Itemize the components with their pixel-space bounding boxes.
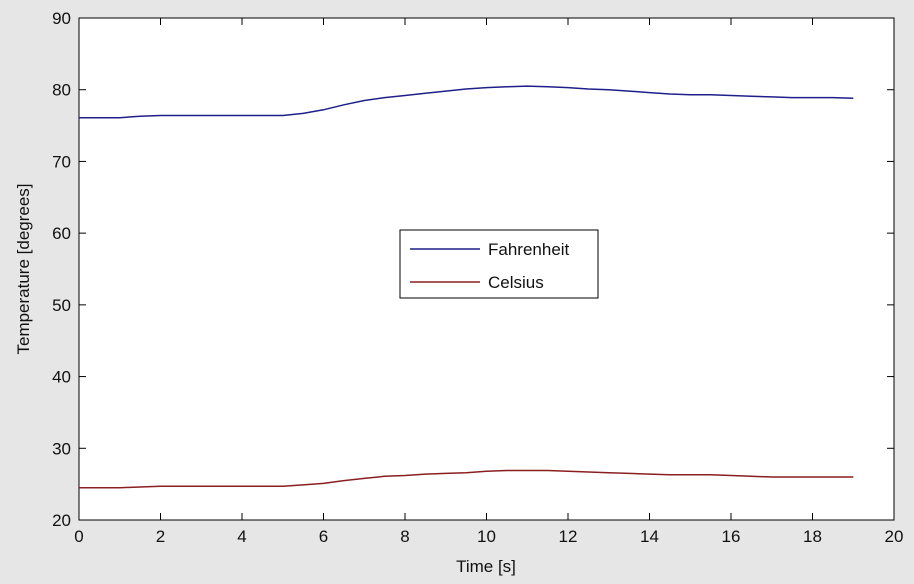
legend: Fahrenheit Celsius bbox=[399, 229, 599, 299]
ticks-layer: 0 2 4 6 8 10 12 14 16 18 20 20 30 40 50 60 70 80 90 bbox=[52, 9, 903, 546]
x-tick-label: 4 bbox=[237, 527, 246, 546]
x-tick-label: 2 bbox=[156, 527, 165, 546]
y-axis-label: Temperature [degrees] bbox=[14, 183, 33, 354]
y-tick-label: 40 bbox=[52, 368, 71, 387]
x-axis-label: Time [s] bbox=[456, 557, 516, 576]
legend-label-fahrenheit: Fahrenheit bbox=[488, 240, 570, 259]
series-line-fahrenheit bbox=[79, 85, 854, 119]
series-line-celsius bbox=[79, 469, 854, 489]
x-tick-label: 14 bbox=[640, 527, 659, 546]
y-tick-label: 70 bbox=[52, 152, 71, 171]
x-tick-label: 16 bbox=[722, 527, 741, 546]
x-tick-label: 0 bbox=[74, 527, 83, 546]
y-tick-label: 80 bbox=[52, 81, 71, 100]
y-tick-label: 50 bbox=[52, 296, 71, 315]
legend-label-celsius: Celsius bbox=[488, 273, 544, 292]
x-tick-label: 20 bbox=[885, 527, 904, 546]
y-tick-label: 60 bbox=[52, 224, 71, 243]
legend-box bbox=[399, 229, 599, 299]
y-tick-label: 30 bbox=[52, 439, 71, 458]
x-tick-label: 12 bbox=[559, 527, 578, 546]
x-tick-label: 18 bbox=[803, 527, 822, 546]
series-layer bbox=[79, 85, 854, 489]
y-tick-label: 90 bbox=[52, 9, 71, 28]
x-tick-label: 6 bbox=[319, 527, 328, 546]
x-tick-label: 8 bbox=[400, 527, 409, 546]
y-tick-label: 20 bbox=[52, 511, 71, 530]
x-tick-label: 10 bbox=[477, 527, 496, 546]
